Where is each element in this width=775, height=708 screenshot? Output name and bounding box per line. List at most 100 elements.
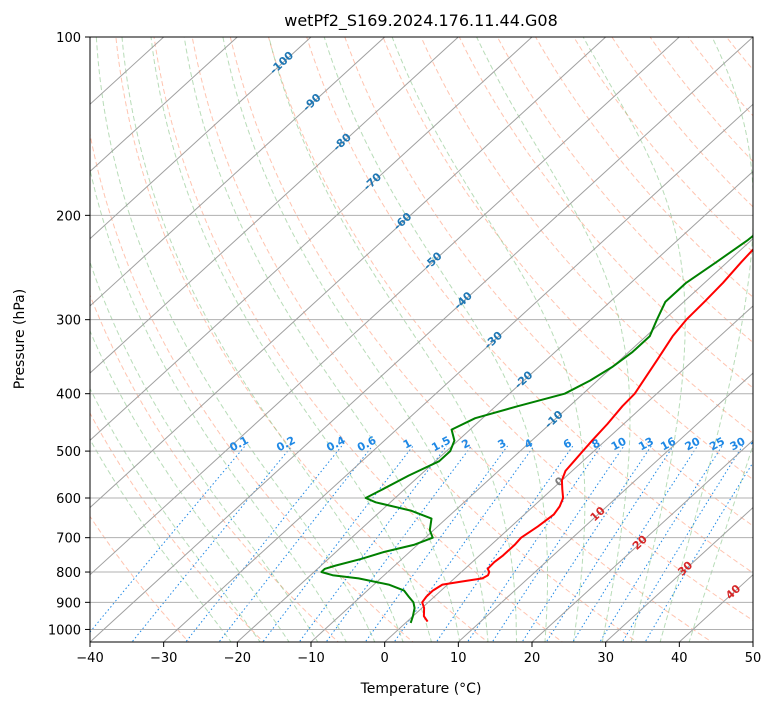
moist-adiabats-layer: [90, 37, 753, 642]
isotherm-line: [90, 37, 533, 442]
moist-adiabat-line: [268, 37, 517, 642]
moist-adiabat-line: [90, 438, 232, 642]
mixing-ratio-line: [393, 445, 535, 642]
mixing-ratio-label: 36: [749, 435, 769, 454]
y-tick-label: 300: [56, 314, 81, 329]
boundary-adiabat-line: [0, 24, 71, 645]
mixing-ratio-line: [621, 445, 744, 642]
mixing-ratio-line: [572, 445, 699, 642]
mixing-ratio-line: [90, 445, 246, 633]
dry-adiabat-line: [420, 37, 753, 435]
dry-adiabat-line: [153, 37, 564, 642]
x-tick-label: 40: [671, 651, 688, 666]
y-tick-label: 900: [56, 596, 81, 611]
moist-adiabat-line: [90, 260, 319, 642]
moist-adiabat-line: [688, 443, 753, 642]
mixing-ratio-label: 20: [683, 435, 703, 454]
moist-adiabat-line: [90, 167, 347, 642]
dry-adiabat-line: [344, 37, 753, 527]
y-tick-label: 100: [56, 31, 81, 46]
dry-adiabat-line: [306, 37, 753, 574]
moist-adiabat-line: [95, 37, 376, 642]
mixing-ratio-line: [466, 445, 602, 642]
moist-adiabat-line: [582, 37, 686, 642]
mixing-ratio-label: 2: [459, 436, 472, 451]
dry-adiabat-line: [687, 37, 753, 117]
x-tick-label: −20: [224, 651, 251, 666]
mixing-ratio-line: [185, 445, 343, 642]
moist-adiabat-line: [90, 329, 290, 642]
dry-adiabat-line: [458, 37, 753, 389]
moist-adiabat-line: [391, 37, 586, 642]
isotherm-line: [90, 37, 680, 576]
boundary-adiabat-layer: [0, 24, 71, 645]
isotherm-line: [457, 372, 753, 642]
dewpoint-profile-line: [320, 234, 753, 624]
dry-adiabat-line: [649, 37, 753, 163]
y-tick-label: 400: [56, 388, 81, 403]
dry-adiabat-line: [191, 37, 638, 642]
x-tick-label: −10: [297, 651, 324, 666]
mixing-ratio-line: [435, 445, 574, 642]
chart-title: wetPf2_S169.2024.176.11.44.G08: [284, 11, 558, 31]
y-tick-label: 600: [56, 492, 81, 507]
isotherm-line: [90, 37, 312, 240]
mixing-ratio-line: [262, 445, 414, 642]
isotherm-line: [605, 506, 753, 642]
moist-adiabat-line: [476, 37, 631, 642]
mixing-ratio-line: [521, 445, 652, 642]
y-tick-label: 800: [56, 566, 81, 581]
y-tick-label: 500: [56, 445, 81, 460]
y-axis-label: Pressure (hPa): [12, 289, 28, 389]
x-tick-label: 10: [450, 651, 467, 666]
mixing-ratio-label: 1: [401, 436, 414, 451]
dry-adiabat-line: [725, 37, 753, 71]
isotherm-label: -100: [267, 49, 296, 78]
dry-adiabat-line: [496, 37, 753, 344]
moist-adiabat-line: [323, 37, 548, 642]
x-tick-label: 50: [745, 651, 762, 666]
moist-adiabat-line: [183, 37, 461, 642]
mixing-ratio-label: 8: [590, 436, 603, 451]
moist-adiabat-line: [90, 387, 261, 642]
moist-adiabat-line: [659, 37, 753, 642]
dry-adiabat-line: [611, 37, 753, 208]
isotherm-line: [90, 37, 607, 509]
pressure-gridlines-layer: [90, 37, 753, 630]
mixing-ratio-line: [364, 445, 508, 642]
isotherm-line: [90, 37, 238, 173]
mixing-ratio-label: 3: [496, 436, 509, 451]
x-tick-label: 30: [597, 651, 614, 666]
mixing-ratio-label: 6: [561, 436, 574, 451]
dry-adiabat-line: [90, 131, 414, 642]
y-tick-label: 700: [56, 532, 81, 547]
dry-adiabat-line: [754, 24, 775, 645]
moist-adiabat-line: [121, 37, 404, 642]
isotherm-line: [531, 439, 753, 642]
isotherm-line: [752, 641, 753, 642]
sounding-series-layer: [320, 234, 753, 624]
dry-adiabat-line: [115, 37, 489, 642]
plot-frame: [89, 36, 754, 643]
mixing-ratio-label: 25: [707, 435, 727, 454]
y-tick-label: 1000: [48, 623, 81, 638]
mixing-ratio-lines-layer: [90, 445, 753, 642]
x-tick-label: −30: [150, 651, 177, 666]
x-tick-label: −40: [76, 651, 103, 666]
isotherm-line: [236, 170, 753, 642]
mixing-ratio-line: [298, 445, 448, 642]
mixing-ratio-label: 13: [636, 435, 656, 454]
mixing-ratio-line: [599, 445, 723, 642]
mixing-ratio-line: [545, 445, 674, 642]
dry-adiabat-line: [229, 37, 713, 642]
x-tick-label: 0: [381, 651, 389, 666]
mixing-ratio-label: 16: [658, 435, 678, 454]
dry-adiabat-line: [267, 37, 753, 622]
dry-adiabat-line: [90, 293, 339, 642]
dry-adiabat-line: [535, 37, 753, 298]
boundary-adiabat-line: [0, 24, 56, 645]
mixing-ratio-labels-layer: 0.1 0.2 0.4 0.6 1 1.5 2 3 4 6 8 10 13 16 20 25 30 36: [227, 434, 769, 455]
isotherm-line: [90, 37, 753, 642]
mixing-ratio-label: 10: [609, 435, 629, 454]
